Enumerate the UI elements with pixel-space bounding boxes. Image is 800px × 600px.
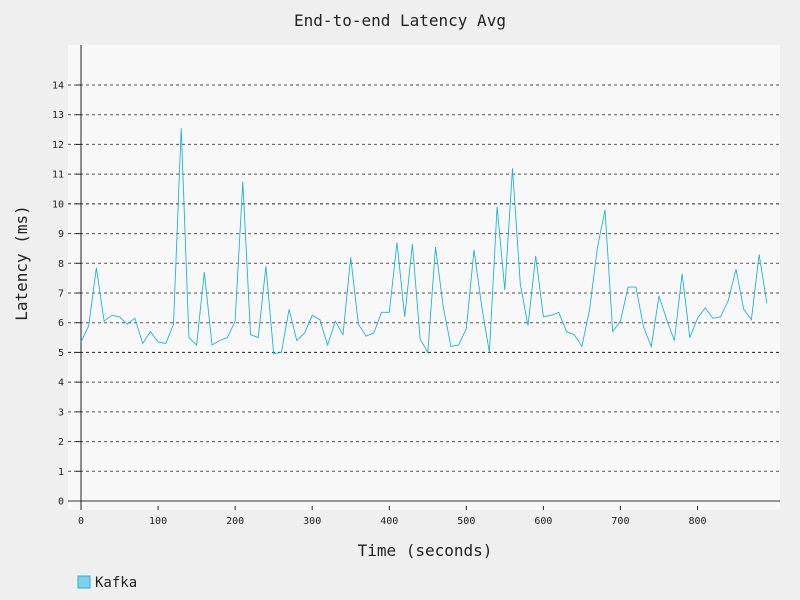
- x-tick-label-700: 700: [611, 516, 629, 527]
- legend-swatch-kafka: [78, 576, 90, 588]
- y-tick-label-3: 3: [58, 407, 64, 418]
- y-tick-label-14: 14: [52, 81, 64, 92]
- y-tick-label-4: 4: [58, 378, 64, 389]
- x-axis-label: Time (seconds): [358, 541, 493, 560]
- y-tick-label-10: 10: [52, 199, 64, 210]
- y-tick-label-7: 7: [58, 289, 64, 300]
- x-tick-label-200: 200: [226, 516, 244, 527]
- x-tick-label-400: 400: [380, 516, 398, 527]
- y-tick-label-12: 12: [52, 140, 64, 151]
- chart-title: End-to-end Latency Avg: [294, 11, 506, 30]
- x-tick-label-100: 100: [149, 516, 167, 527]
- x-tick-label-800: 800: [688, 516, 706, 527]
- y-tick-label-13: 13: [52, 110, 64, 121]
- y-tick-label-5: 5: [58, 348, 64, 359]
- legend-label-kafka: Kafka: [95, 575, 137, 591]
- y-tick-label-2: 2: [58, 437, 64, 448]
- x-tick-label-300: 300: [303, 516, 321, 527]
- y-tick-label-11: 11: [52, 170, 64, 181]
- y-tick-label-8: 8: [58, 259, 64, 270]
- y-tick-label-1: 1: [58, 467, 64, 478]
- x-tick-label-0: 0: [78, 516, 84, 527]
- x-tick-label-500: 500: [457, 516, 475, 527]
- y-axis-label: Latency (ms): [12, 205, 31, 321]
- y-tick-label-0: 0: [58, 497, 64, 508]
- y-tick-label-6: 6: [58, 318, 64, 329]
- y-tick-label-9: 9: [58, 229, 64, 240]
- x-tick-label-600: 600: [534, 516, 552, 527]
